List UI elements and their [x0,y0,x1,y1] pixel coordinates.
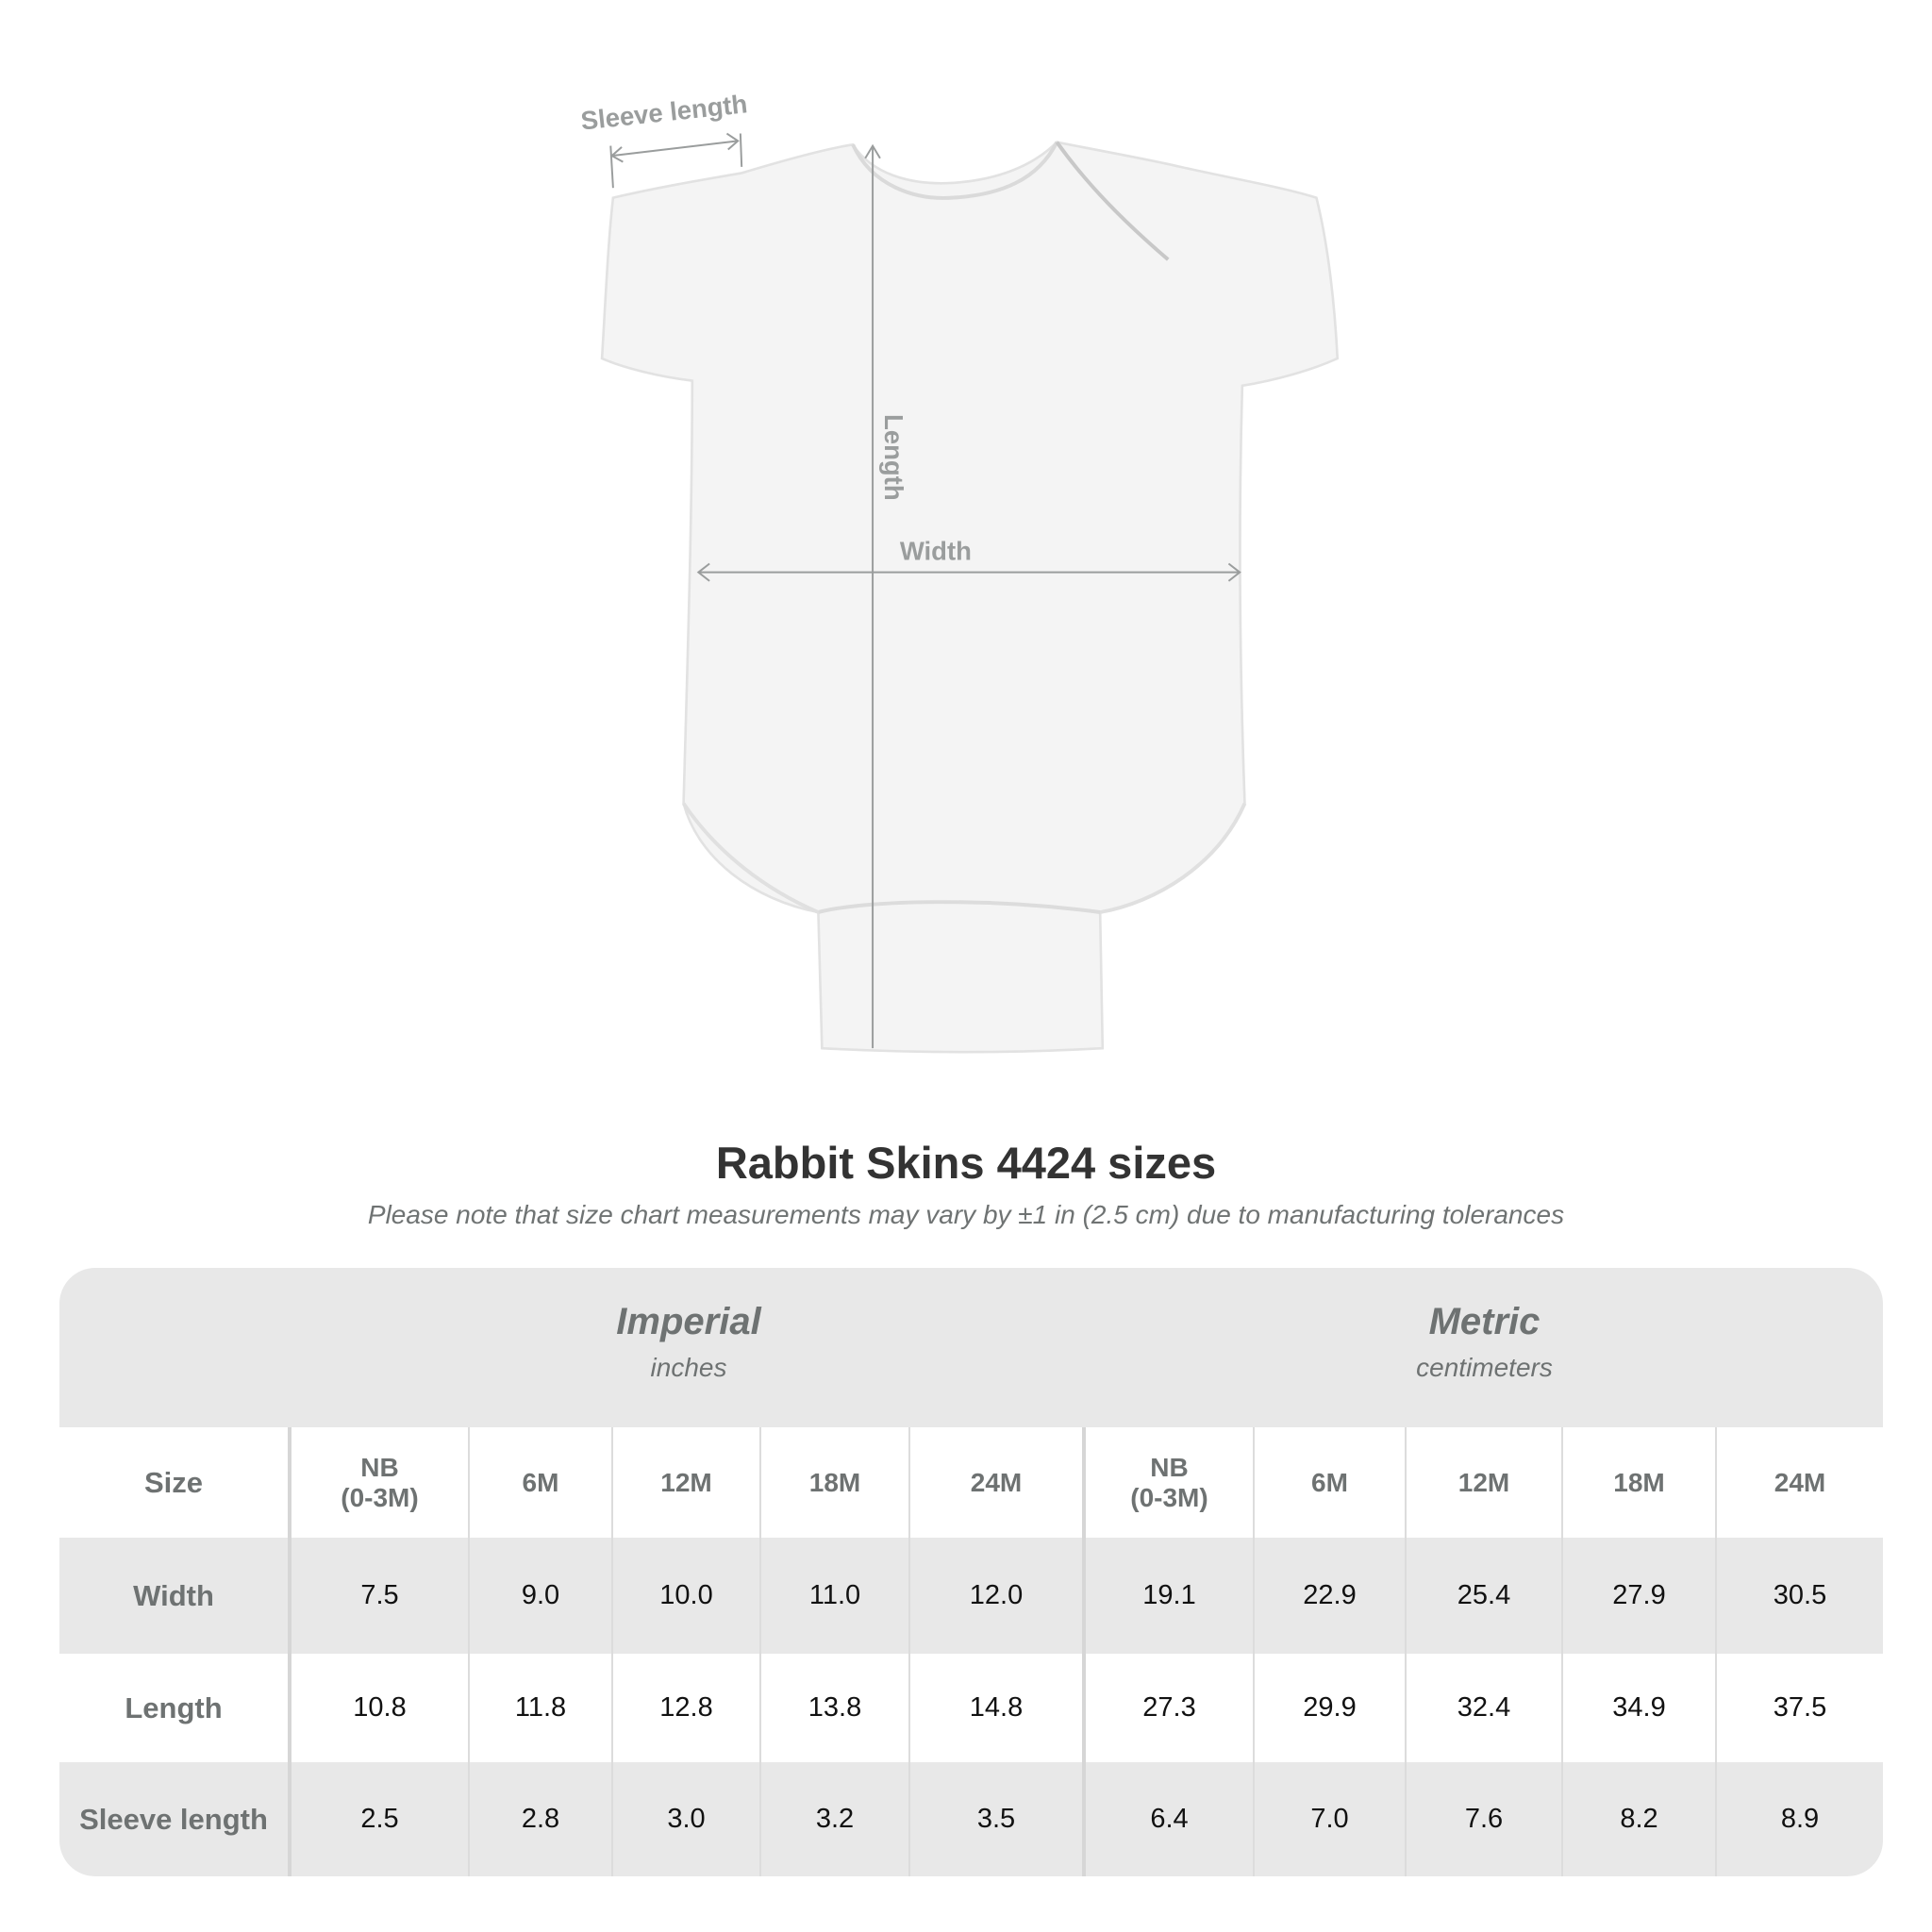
metric-value-cell: 7.0 [1255,1762,1407,1876]
imperial-size-header: NB (0-3M) [291,1427,470,1538]
imperial-value-cell: 10.8 [291,1654,470,1762]
metric-value-cell: 32.4 [1407,1654,1563,1762]
width-arrow [696,562,1241,582]
imperial-size-header: 12M [613,1427,761,1538]
metric-value-cell: 37.5 [1773,1692,1827,1723]
imperial-value-cell: 12.8 [613,1654,761,1762]
metric-size-header: 18M [1563,1427,1717,1538]
row-label: Length [59,1654,291,1762]
imperial-value-cell: 3.0 [613,1762,761,1876]
imperial-unit: inches [650,1353,727,1382]
row-label: Sleeve length [59,1762,291,1876]
row-label: Width [59,1538,291,1654]
metric-value-cell: 25.4 [1407,1538,1563,1654]
imperial-value-cell: 13.8 [761,1654,910,1762]
size-header-row: Size NB (0-3M) 6M 12M 18M 24M NB (0-3M) 6M 12M 18… [59,1427,1883,1538]
metric-value-cell: 30.5 [1773,1580,1827,1610]
imperial-value-cell: 12.0 [910,1538,1086,1654]
sleeve-length-arrow [609,132,743,189]
metric-value-cell: 34.9 [1563,1654,1717,1762]
size-chart-table: Imperial inches Metric centimeters Size N… [59,1268,1883,1876]
metric-size-header: NB (0-3M) [1086,1427,1255,1538]
metric-value-cell: 7.6 [1407,1762,1563,1876]
imperial-size-header: 24M [910,1427,1086,1538]
metric-value-cell: 29.9 [1255,1654,1407,1762]
onesie-garment [600,141,1340,1054]
metric-unit: centimeters [1416,1353,1553,1382]
imperial-value-cell: 9.0 [470,1538,613,1654]
metric-value-cell: 27.9 [1563,1538,1717,1654]
metric-value-cell: 8.9 [1780,1804,1820,1834]
imperial-value-cell: 7.5 [291,1538,470,1654]
row-label: Size [59,1427,291,1538]
imperial-value-cell: 14.8 [910,1654,1086,1762]
table-row: Length 10.8 11.8 12.8 13.8 14.8 27.3 29.9 32.4 34… [59,1654,1883,1762]
metric-size-header: 6M [1255,1427,1407,1538]
sleeve-length-label: Sleeve length [579,89,749,135]
imperial-size-header: 18M [761,1427,910,1538]
length-arrow [864,143,881,1049]
width-label: Width [900,537,972,566]
metric-header: Metric centimeters [1086,1268,1883,1427]
imperial-value-cell: 11.8 [470,1654,613,1762]
metric-size-header: 12M [1407,1427,1563,1538]
imperial-header: Imperial inches [291,1268,1086,1427]
imperial-value-cell: 3.2 [761,1762,910,1876]
tolerance-note: Please note that size chart measurements… [367,1200,1565,1229]
imperial-value-cell: 11.0 [761,1538,910,1654]
imperial-label: Imperial [616,1301,761,1342]
imperial-size-header: 6M [470,1427,613,1538]
metric-value-cell: 8.2 [1563,1762,1717,1876]
metric-size-header: 24M [1774,1467,1826,1497]
imperial-value-cell: 2.5 [291,1762,470,1876]
metric-value-cell: 6.4 [1086,1762,1255,1876]
length-label: Length [879,414,908,501]
page-title: Rabbit Skins 4424 sizes [715,1138,1217,1188]
imperial-value-cell: 3.5 [910,1762,1086,1876]
table-row: Sleeve length 2.5 2.8 3.0 3.2 3.5 6.4 7.0 7.6 8.2… [59,1762,1883,1876]
table-row: Width 7.5 9.0 10.0 11.0 12.0 19.1 22.9 25.4 27.9 3… [59,1538,1883,1654]
metric-value-cell: 22.9 [1255,1538,1407,1654]
metric-value-cell: 19.1 [1086,1538,1255,1654]
imperial-value-cell: 2.8 [470,1762,613,1876]
imperial-value-cell: 10.0 [613,1538,761,1654]
metric-value-cell: 27.3 [1086,1654,1255,1762]
metric-label: Metric [1428,1301,1541,1342]
